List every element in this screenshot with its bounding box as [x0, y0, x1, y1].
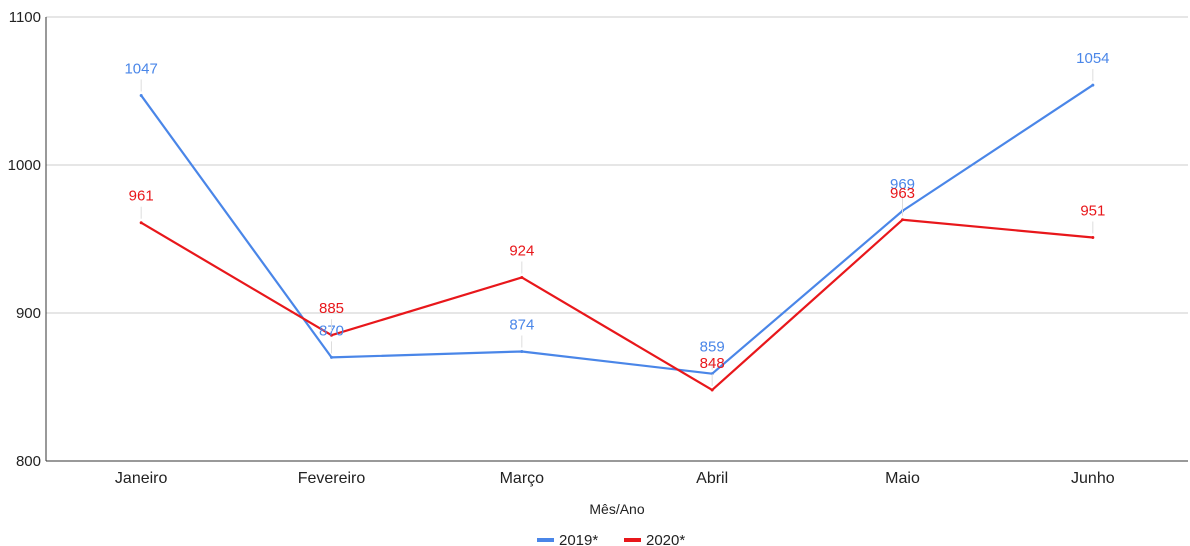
- x-tick-label: Fevereiro: [298, 470, 366, 487]
- data-point: [520, 349, 524, 353]
- data-label: 951: [1080, 203, 1105, 220]
- y-tick-label: 1100: [9, 9, 41, 26]
- x-tick-label: Abril: [696, 470, 728, 487]
- x-axis-ticks: Janeiro Fevereiro Março Abril Maio Junho: [115, 470, 1115, 487]
- y-axis-ticks: 800 900 1000 1100: [8, 9, 41, 470]
- data-point: [710, 372, 714, 376]
- x-tick-label: Maio: [885, 470, 920, 487]
- legend-label[interactable]: 2020*: [646, 532, 685, 546]
- data-point: [520, 275, 524, 279]
- data-point: [139, 93, 143, 97]
- data-point: [1091, 236, 1095, 240]
- data-point: [330, 355, 333, 359]
- y-tick-label: 900: [16, 305, 41, 322]
- data-label: 859: [700, 339, 725, 356]
- gridlines: [46, 16, 1188, 314]
- x-axis-title: Mês/Ano: [589, 501, 644, 517]
- x-tick-label: Março: [500, 470, 545, 487]
- legend-label[interactable]: 2019*: [559, 532, 598, 546]
- data-point: [710, 388, 714, 392]
- data-label: 885: [319, 300, 344, 317]
- data-label: 961: [129, 188, 154, 205]
- data-point: [330, 333, 333, 337]
- data-label: 1054: [1076, 50, 1109, 67]
- data-label: 963: [890, 185, 915, 202]
- series-line-2019: [140, 84, 1094, 375]
- y-tick-label: 1000: [8, 157, 41, 174]
- legend[interactable]: 2019* 2020*: [537, 532, 685, 546]
- data-label: 924: [509, 242, 534, 259]
- y-tick-label: 800: [16, 453, 41, 470]
- x-tick-label: Janeiro: [115, 470, 168, 487]
- series-line-2020: [140, 218, 1093, 392]
- data-label: 848: [700, 355, 725, 372]
- series-lines: [139, 83, 1095, 392]
- data-point: [1091, 83, 1095, 87]
- data-label: 969: [890, 176, 915, 193]
- data-point: [901, 218, 904, 222]
- x-tick-label: Junho: [1071, 470, 1115, 487]
- data-point: [139, 221, 143, 225]
- data-label: 874: [509, 316, 534, 333]
- data-label: 1047: [124, 60, 157, 77]
